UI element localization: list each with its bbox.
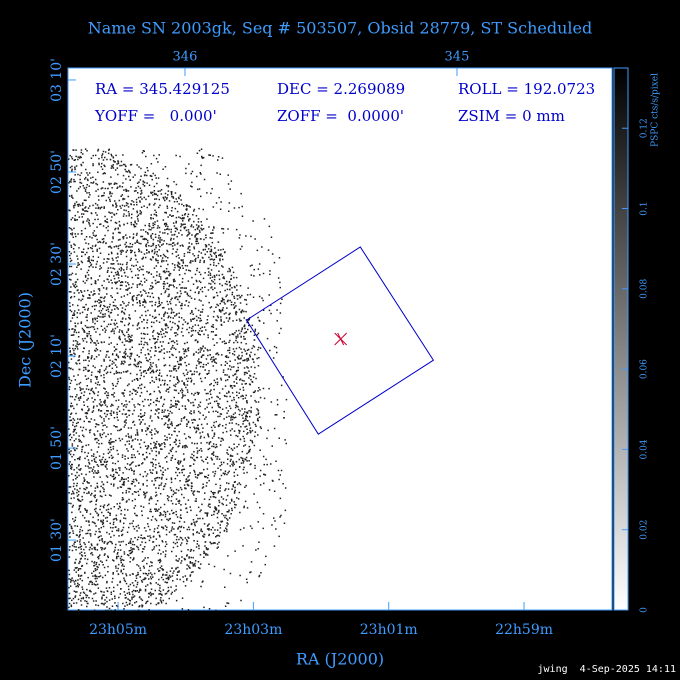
chart-title: Name SN 2003gk, Seq # 503507, Obsid 2877…: [88, 19, 593, 38]
x-tick-label: 22h59m: [495, 622, 553, 638]
x-tick-label: 23h01m: [360, 622, 418, 638]
y-tick-label: 01 50': [49, 426, 65, 470]
info-text: DEC = 2.269089: [277, 80, 405, 98]
field-of-view: [245, 246, 435, 435]
y-axis-label: Dec (J2000): [16, 292, 35, 388]
x-axis-label: RA (J2000): [296, 650, 384, 669]
y-tick-label: 02 10': [49, 334, 65, 378]
image-pixels: [68, 148, 288, 612]
colorbar-tick-label: 0.1: [640, 201, 650, 215]
info-text: ZSIM = 0 mm: [458, 107, 565, 125]
info-text: YOFF = 0.000': [94, 107, 217, 125]
footer: jwing 4-Sep-2025 14:11: [538, 664, 676, 675]
colorbar-tick-label: 0.06: [640, 359, 650, 379]
image-layer: [68, 148, 288, 612]
y-tick-label: 03 10': [49, 58, 65, 102]
y-tick-label: 02 50': [49, 150, 65, 194]
target-marker: [334, 332, 348, 346]
x-tick-label: 23h03m: [224, 622, 282, 638]
colorbar-label: PSPC cts/s/pixel: [651, 73, 661, 147]
x2-tick-label: 345: [445, 50, 470, 65]
colorbar: [613, 67, 629, 611]
x2-tick-label: 346: [173, 50, 198, 65]
colorbar-tick-label: 0.04: [640, 439, 650, 459]
colorbar-tick-label: 0.02: [640, 520, 650, 540]
info-text: ROLL = 192.0723: [458, 80, 595, 98]
colorbar-tick-label: 0.12: [640, 118, 650, 138]
colorbar-tick-label: 0: [640, 607, 650, 613]
x-tick-label: 23h05m: [89, 622, 147, 638]
colorbar-tick-label: 0.08: [640, 279, 650, 299]
info-text: ZOFF = 0.0000': [277, 107, 404, 125]
y-tick-label: 02 30': [49, 242, 65, 286]
y-tick-label: 01 30': [49, 518, 65, 562]
info-text: RA = 345.429125: [95, 80, 230, 98]
